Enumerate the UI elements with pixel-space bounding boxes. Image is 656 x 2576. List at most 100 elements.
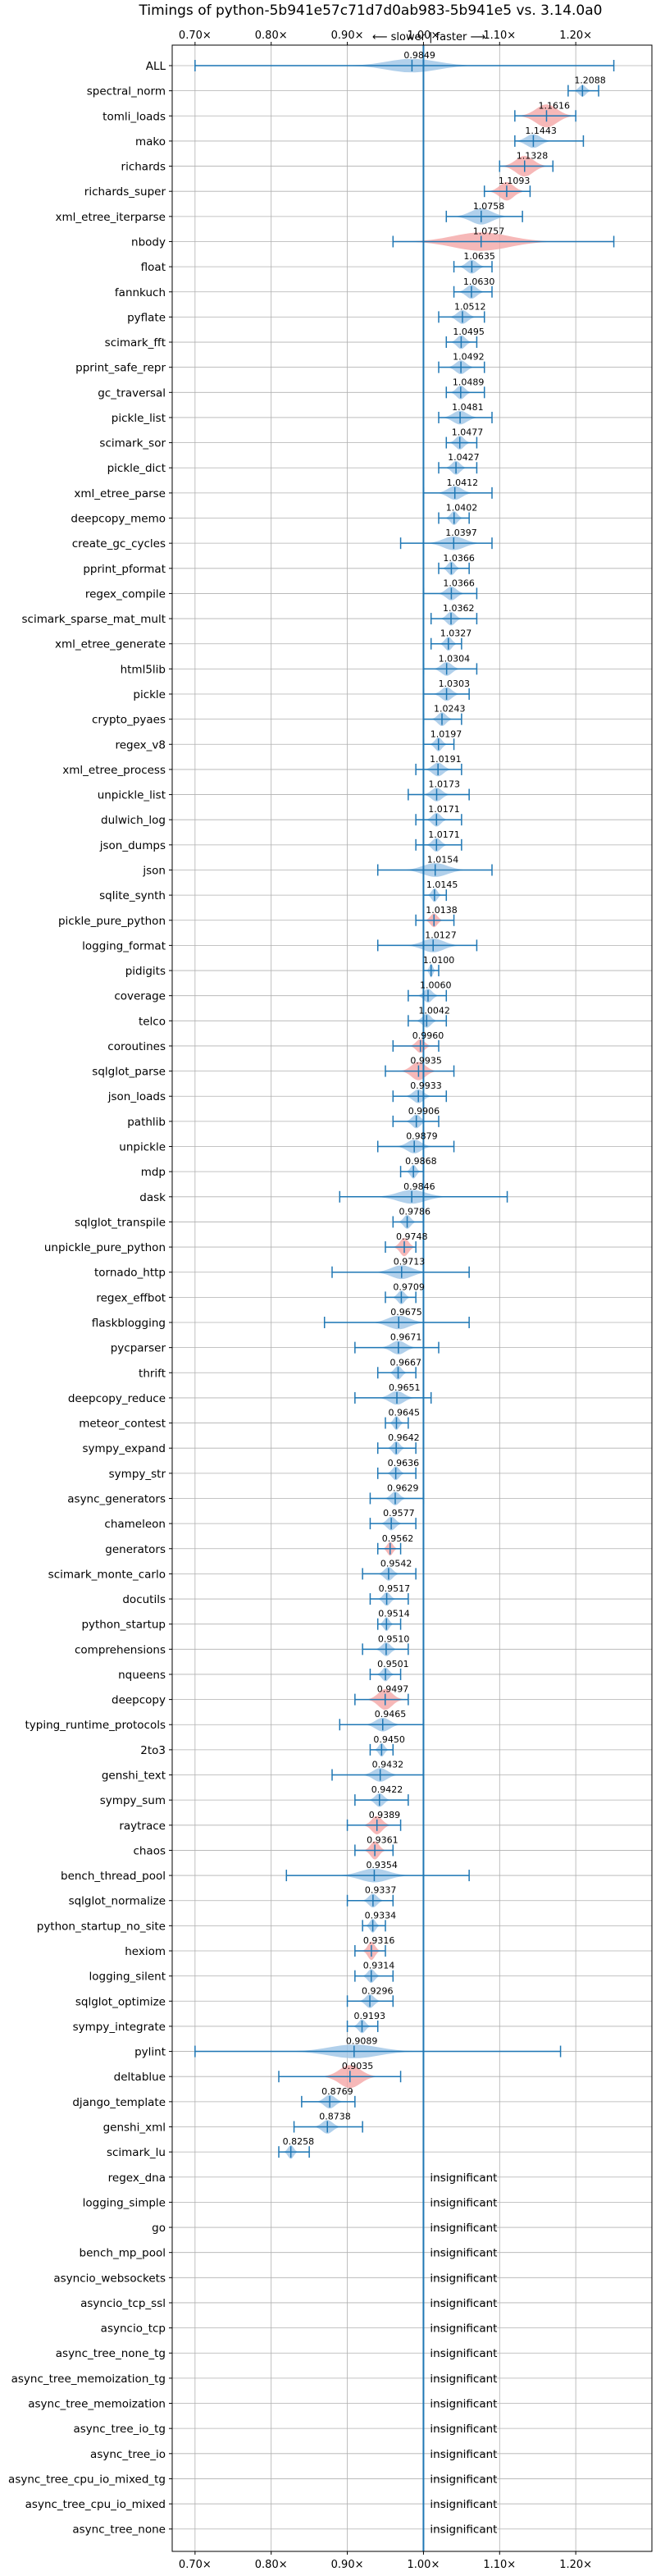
data-label-create_gc_cycles: 1.0397: [445, 528, 477, 538]
category-label: richards_super: [84, 185, 166, 199]
data-label-generators: 0.9562: [382, 1533, 414, 1544]
data-label-scimark_lu: 0.8258: [283, 2136, 315, 2147]
data-label-pickle_list: 1.0481: [452, 402, 484, 413]
category-label: tomli_loads: [102, 110, 166, 123]
data-label-typing_runtime_protocols: 0.9465: [375, 1709, 407, 1720]
category-label: pprint_pformat: [83, 563, 166, 576]
data-label-django_template: 0.8769: [321, 2086, 353, 2097]
data-label-mdp: 0.9868: [405, 1156, 436, 1167]
data-label-flaskblogging: 0.9675: [390, 1307, 422, 1318]
category-label: generators: [105, 1543, 166, 1556]
x-tick-label-top: 1.00×: [408, 30, 440, 42]
data-label-chameleon: 0.9577: [383, 1508, 415, 1519]
data-label-coverage: 1.0060: [420, 980, 452, 991]
category-label: genshi_xml: [103, 2121, 166, 2134]
category-label: unpickle_pure_python: [44, 1241, 166, 1254]
category-label: spectral_norm: [87, 85, 166, 98]
category-label: sympy_expand: [82, 1442, 166, 1455]
category-label: pidigits: [125, 965, 166, 978]
category-label: pickle_dict: [107, 462, 166, 475]
data-label-python_startup_no_site: 0.9334: [365, 1910, 397, 1921]
data-label-unpickle_pure_python: 0.9748: [396, 1231, 428, 1242]
insignificant-label: insignificant: [430, 2473, 497, 2486]
data-label-sqlglot_optimize: 0.9296: [362, 1985, 394, 1996]
data-label-dulwich_log: 1.0171: [428, 804, 460, 815]
category-label: regex_effbot: [96, 1291, 166, 1304]
category-label: unpickle_list: [98, 789, 166, 802]
data-label-sqlite_synth: 1.0145: [426, 879, 458, 890]
insignificant-label: insignificant: [430, 2172, 497, 2185]
data-label-regex_compile: 1.0366: [443, 578, 475, 588]
category-label: richards: [121, 161, 166, 174]
category-label: flaskblogging: [92, 1317, 166, 1330]
data-label-gc_traversal: 1.0489: [453, 377, 485, 387]
data-label-sympy_str: 0.9636: [388, 1458, 420, 1468]
data-label-pylint: 0.9089: [346, 2036, 378, 2047]
data-label-deepcopy_memo: 1.0402: [446, 503, 478, 514]
grid-lines: [172, 45, 652, 2551]
data-label-mako: 1.1443: [525, 126, 557, 136]
category-label: scimark_sparse_mat_mult: [22, 613, 166, 626]
insignificant-label: insignificant: [430, 2373, 497, 2386]
x-tick-label-top: 0.70×: [179, 30, 212, 42]
insignificant-label: insignificant: [430, 2196, 497, 2209]
x-tick-label-bottom: 1.10×: [483, 2559, 516, 2571]
data-label-pycparser: 0.9671: [390, 1332, 421, 1343]
category-label: sqlglot_parse: [92, 1066, 166, 1079]
category-label: meteor_contest: [79, 1418, 166, 1431]
category-label: html5lib: [121, 663, 166, 676]
category-label: async_tree_none_tg: [56, 2347, 166, 2360]
direction-annotation: ⟵ slower | faster ⟶: [372, 31, 485, 43]
data-label-sympy_integrate: 0.9193: [353, 2011, 385, 2021]
category-label: tornado_http: [94, 1267, 166, 1280]
category-label: python_startup_no_site: [37, 1920, 166, 1933]
data-label-pidigits: 1.0100: [423, 955, 455, 966]
category-label: sqlglot_normalize: [69, 1895, 166, 1908]
data-label-xml_etree_iterparse: 1.0758: [473, 201, 505, 212]
data-label-deltablue: 0.9035: [342, 2061, 374, 2071]
x-tick-label-bottom: 1.00×: [408, 2559, 440, 2571]
category-label: mdp: [141, 1166, 166, 1179]
data-label-fannkuch: 1.0630: [463, 276, 495, 287]
category-label: chaos: [133, 1844, 166, 1857]
insignificant-label: insignificant: [430, 2222, 497, 2235]
data-label-crypto_pyaes: 1.0243: [434, 704, 466, 715]
data-label-ALL: 0.9849: [403, 50, 435, 61]
insignificant-label: insignificant: [430, 2297, 497, 2310]
data-label-pyflate: 1.0512: [454, 301, 486, 312]
x-tick-label-bottom: 1.20×: [559, 2559, 592, 2571]
data-label-thrift: 0.9667: [390, 1357, 422, 1368]
category-label: genshi_text: [102, 1770, 166, 1783]
category-label: fannkuch: [115, 286, 166, 299]
data-label-logging_format: 1.0127: [425, 929, 457, 940]
category-label: hexiom: [125, 1945, 166, 1958]
chart-title: Timings of python-5b941e57c71d7d0ab983-5…: [139, 2, 603, 19]
category-label: nqueens: [118, 1669, 166, 1682]
data-label-pickle_dict: 1.0427: [448, 452, 480, 463]
data-label-nqueens: 0.9501: [377, 1659, 409, 1669]
category-label: 2to3: [140, 1744, 166, 1757]
category-label: xml_etree_parse: [74, 487, 166, 500]
category-label: unpickle: [119, 1141, 166, 1154]
category-label: logging_simple: [83, 2196, 166, 2209]
category-label: regex_v8: [115, 738, 166, 751]
category-label: python_startup: [81, 1619, 166, 1632]
data-label-float: 1.0635: [463, 251, 495, 262]
data-label-scimark_sparse_mat_mult: 1.0362: [443, 603, 475, 614]
data-label-comprehensions: 0.9510: [378, 1633, 410, 1644]
category-label: thrift: [139, 1367, 166, 1380]
category-label: gc_traversal: [98, 386, 166, 400]
data-label-hexiom: 0.9316: [363, 1935, 395, 1946]
x-tick-label-bottom: 0.90×: [331, 2559, 364, 2571]
category-label: asyncio_tcp: [101, 2323, 166, 2336]
category-label: create_gc_cycles: [72, 537, 166, 550]
category-label: async_tree_io: [90, 2448, 166, 2461]
insignificant-label: insignificant: [430, 2498, 497, 2511]
category-label: sympy_integrate: [73, 2021, 166, 2034]
category-label: regex_dna: [108, 2172, 166, 2185]
category-label: scimark_fft: [105, 336, 166, 349]
insignificant-label: insignificant: [430, 2523, 497, 2537]
data-label-python_startup: 0.9514: [378, 1609, 410, 1619]
category-label: sympy_str: [109, 1468, 166, 1481]
